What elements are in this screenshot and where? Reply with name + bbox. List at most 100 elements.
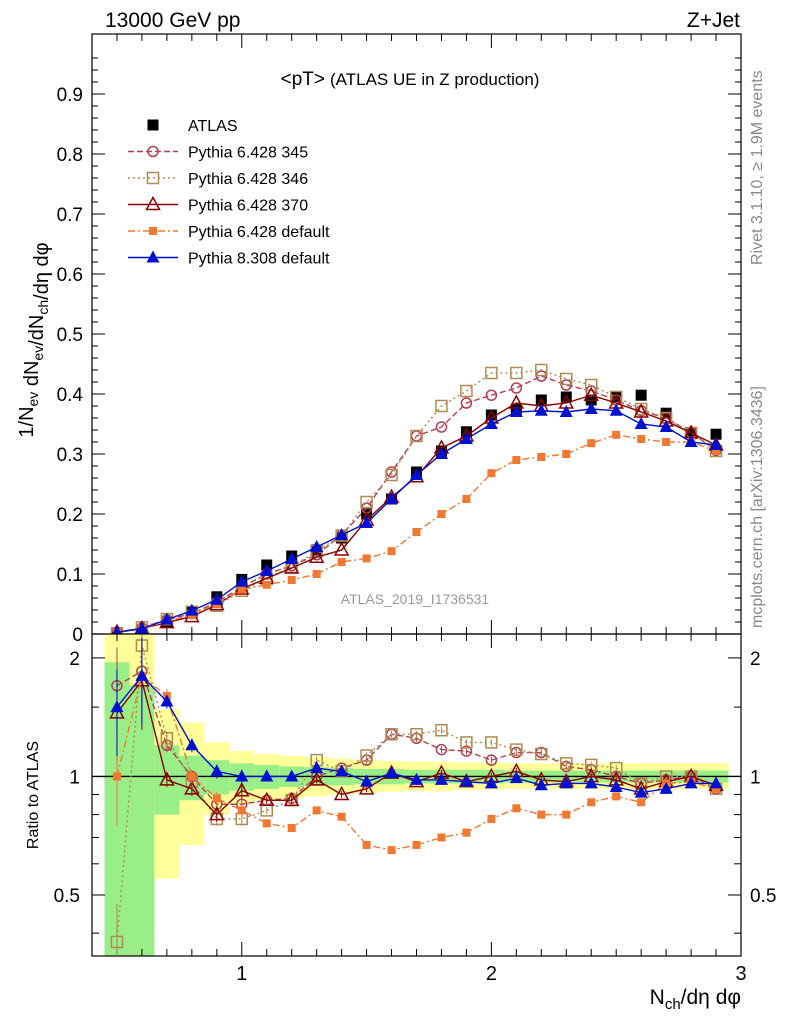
point-pythia-6-428-default [537,453,546,461]
point-pythia-6-428-default [587,439,596,448]
header-right: Z+Jet [687,9,740,32]
point-pythia-6-428-default [712,447,721,455]
ratio-point-pythia-6-428-345 [435,743,448,756]
ratio-point-pythia-6-428-345 [460,745,473,757]
legend-marker-pythia-6-428-370 [145,195,161,211]
point-pythia-6-428-346 [410,429,423,443]
point-pythia-8-308-default [534,403,548,416]
point-pythia-8-308-default [335,528,349,540]
ratio-point-pythia-8-308-default [310,761,324,774]
ratio-point-pythia-6-428-default [437,833,446,842]
ratio-point-pythia-6-428-default [262,819,271,828]
ratio-point-pythia-8-308-default [434,772,448,785]
point-pythia-6-428-default [387,547,396,556]
point-pythia-8-308-default [559,405,573,417]
ratio-point-pythia-8-308-default [709,776,723,789]
ratio-point-pythia-6-428-default [612,792,621,801]
plot-title-main: <pT> [281,69,325,90]
point-pythia-8-308-default [459,432,473,444]
y-tick-label: 0 [72,625,83,646]
ratio-point-pythia-6-428-default [287,823,296,832]
ratio-point-pythia-6-428-default [312,806,321,815]
ratio-point-pythia-6-428-default [112,772,121,781]
ratio-point-pythia-6-428-default [387,846,396,855]
point-pythia-6-428-346 [360,495,373,509]
point-pythia-8-308-default [235,574,249,587]
point-pythia-6-428-default [362,554,371,563]
legend-label-pythia-6-428-346: Pythia 6.428 346 [188,171,308,188]
y-tick-label: 0.4 [57,385,84,406]
point-pythia-6-428-370 [333,541,350,556]
point-pythia-8-308-default [112,625,122,634]
ratio-point-pythia-8-308-default [135,668,149,681]
ratio-point-pythia-6-428-346 [510,743,523,756]
point-atlas [460,426,472,438]
ratio-point-pythia-6-428-346 [160,732,174,745]
point-atlas [485,409,497,421]
ratio-point-pythia-6-428-346 [360,749,373,762]
ratio-xlabel: Nch/dη dφ [650,986,741,1013]
y-tick-label: 0.6 [57,265,83,286]
ratio-point-pythia-6-428-346 [435,724,448,737]
ratio-point-pythia-8-308-default [509,771,523,784]
ratio-point-pythia-6-428-default [487,814,496,823]
xlabel-part: N [650,986,665,1009]
ratio-point-pythia-6-428-default [637,798,646,807]
ratio-point-pythia-6-428-default [187,772,196,781]
ratio-point-pythia-6-428-default [712,784,721,793]
point-atlas [710,428,722,440]
ratio-point-pythia-8-308-default [160,694,174,707]
ylabel-part: /dη dφ [31,242,53,299]
ratio-point-pythia-6-428-default [337,812,346,821]
point-pythia-6-428-346 [584,378,598,392]
point-pythia-6-428-346 [385,468,398,482]
ratio-point-pythia-6-428-370 [184,780,200,795]
point-pythia-6-428-default [312,570,321,578]
point-pythia-8-308-default [434,447,448,459]
ratio-point-pythia-6-428-370 [258,791,275,807]
point-pythia-6-428-default [462,495,471,503]
x-tick-label: 2 [486,963,497,985]
ratio-point-pythia-8-308-default [260,769,274,782]
header-left: 13000 GeV pp [105,9,240,32]
ratio-point-pythia-6-428-346 [110,935,124,949]
ylabel-part: /dN [26,315,48,346]
ratio-point-pythia-8-308-default [459,774,473,787]
y-tick-label: 0.2 [57,505,83,526]
ratio-point-pythia-8-308-default [285,769,299,782]
ratio-plot-panel: 1 2 3 0.5 0.5 1 1 2 2 [54,633,776,985]
point-pythia-8-308-default [210,592,224,605]
ratio-y-tick-label: 2 [750,649,761,670]
point-pythia-6-428-default [437,510,446,518]
ratio-band-inner [129,685,155,956]
point-pythia-6-428-370 [583,386,599,401]
ratio-point-pythia-6-428-370 [283,791,300,807]
point-pythia-6-428-346 [560,372,573,386]
point-pythia-8-308-default [609,403,623,416]
ratio-ylabel: Ratio to ATLAS [25,741,42,849]
point-pythia-8-308-default [185,603,199,616]
ratio-point-pythia-6-428-default [212,794,221,803]
point-pythia-6-428-345 [460,397,473,409]
legend-label-pythia-8-308-default: Pythia 8.308 default [188,251,330,268]
ratio-point-pythia-6-428-370 [159,771,175,786]
ratio-y-tick-label: 0.5 [54,886,80,907]
point-pythia-6-428-346 [535,363,548,377]
ratio-point-pythia-8-308-default [484,776,498,789]
point-pythia-8-308-default [584,402,598,414]
ylabel-part: ev [30,346,46,361]
y-tick-label: 0.1 [57,565,83,586]
analysis-watermark: ATLAS_2019_I1736531 [341,591,490,607]
y-tick-label: 0.8 [57,145,83,166]
point-pythia-8-308-default [709,438,723,450]
point-pythia-8-308-default [260,564,274,576]
legend-label-pythia-6-428-370: Pythia 6.428 370 [188,198,308,215]
ratio-point-pythia-6-428-default [512,804,521,813]
ratio-y-tick-label: 1 [69,767,80,788]
ratio-point-pythia-6-428-370 [209,806,225,821]
x-tick-label: 1 [236,963,247,985]
ratio-point-pythia-6-428-370 [308,771,325,786]
ratio-point-pythia-8-308-default [559,776,573,789]
ratio-point-pythia-6-428-346 [535,747,548,761]
